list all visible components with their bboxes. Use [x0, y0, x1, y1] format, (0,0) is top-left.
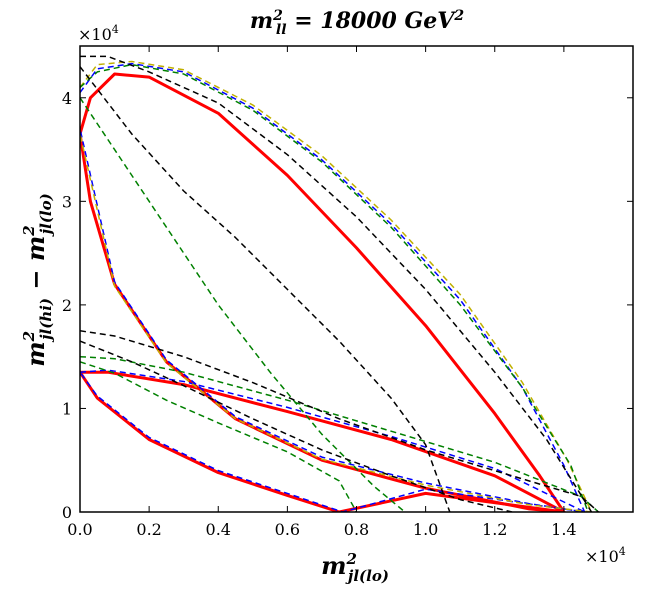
series-black-d	[80, 340, 513, 512]
x-tick-label: 0.0	[67, 520, 92, 539]
series-green-b	[80, 97, 406, 512]
y-tick-label: 2	[62, 296, 72, 315]
y-tick-label: 1	[62, 399, 72, 418]
y-multiplier: ×104	[78, 23, 119, 44]
ticks-layer: 0.0 0.2 0.4 0.6 0.8 1.0 1.2 1.4 0 1 2 3 4	[62, 46, 633, 539]
y-tick-label: 3	[62, 192, 72, 211]
series-blue-small	[80, 369, 586, 512]
series-black-c	[80, 330, 599, 512]
series-red-small	[80, 370, 566, 512]
x-tick-label: 0.6	[275, 520, 300, 539]
x-multiplier: ×104	[585, 545, 626, 566]
y-tick-label: 4	[62, 89, 72, 108]
series-red-large	[80, 72, 566, 512]
y-tick-label: 0	[62, 503, 72, 522]
series-green-d	[80, 361, 358, 512]
x-tick-label: 0.4	[206, 520, 231, 539]
series-black-a	[80, 55, 593, 512]
x-tick-label: 1.0	[413, 520, 438, 539]
chart-title: m2 ll = 18000 GeV2	[250, 8, 464, 38]
series-green-a	[80, 63, 589, 512]
series-blue-large	[80, 62, 586, 512]
series-black-b	[80, 66, 451, 512]
x-tick-label: 0.8	[344, 520, 369, 539]
x-tick-label: 1.2	[482, 520, 507, 539]
y-axis-label: m2jl(hi) − m2jl(lo)	[20, 193, 55, 366]
x-tick-label: 0.2	[136, 520, 161, 539]
series-layer	[80, 55, 599, 512]
plot-frame	[79, 45, 634, 513]
x-tick-label: 1.4	[551, 520, 576, 539]
x-axis-label: m2 jl(lo)	[321, 550, 389, 585]
series-yellow-large	[80, 60, 593, 512]
